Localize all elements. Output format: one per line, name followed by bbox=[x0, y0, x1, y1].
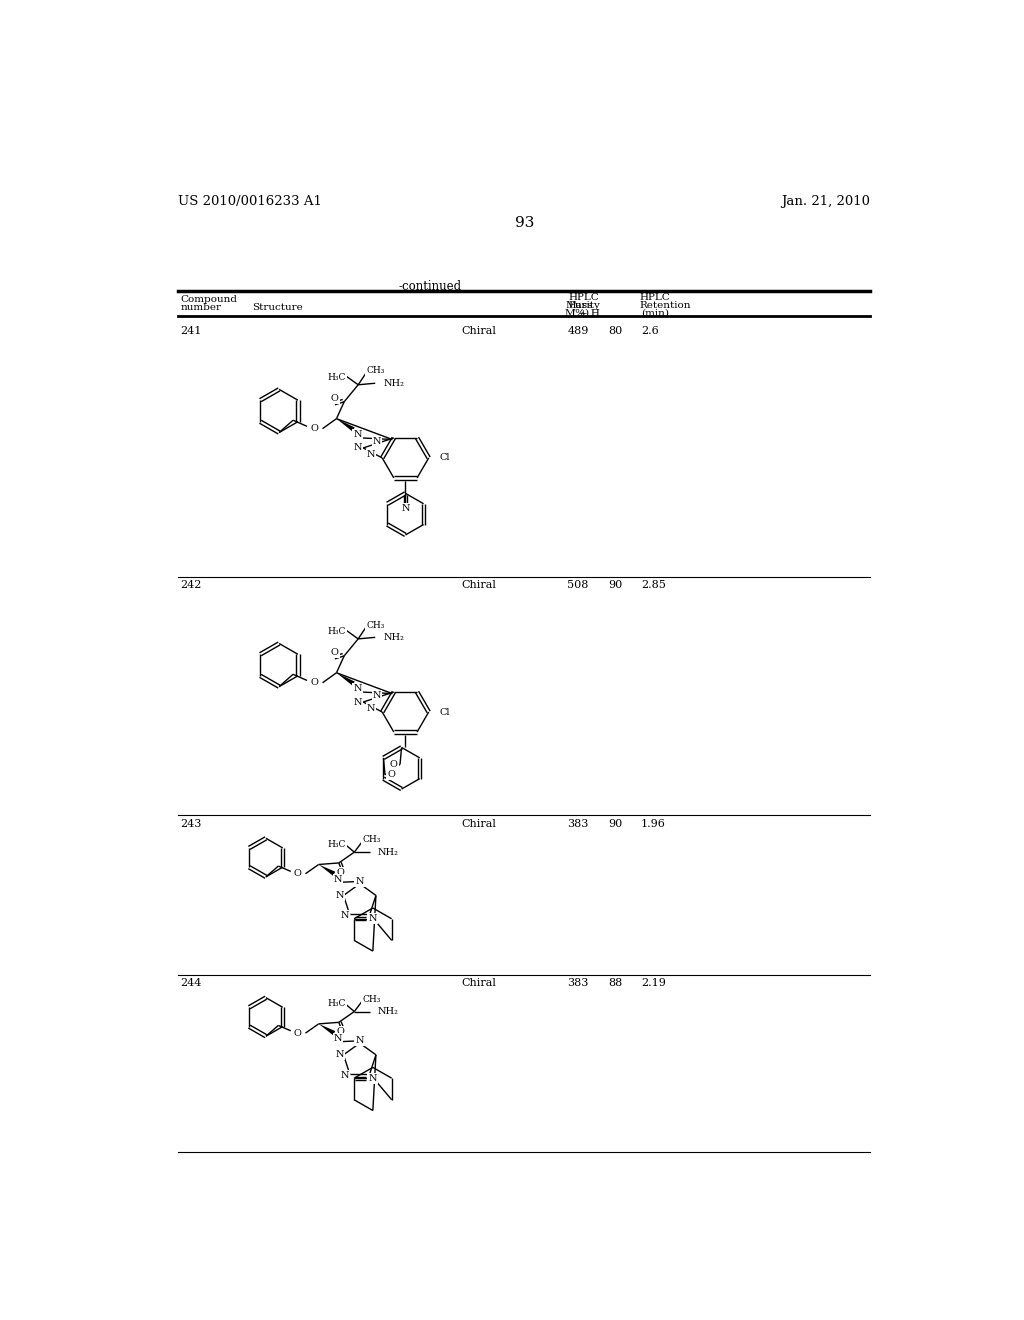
Text: NH₂: NH₂ bbox=[378, 1007, 398, 1016]
Text: N: N bbox=[355, 876, 364, 886]
Text: O: O bbox=[337, 1027, 344, 1036]
Text: N: N bbox=[334, 875, 342, 883]
Text: Chiral: Chiral bbox=[461, 581, 496, 590]
Text: 242: 242 bbox=[180, 581, 202, 590]
Text: O: O bbox=[311, 424, 318, 433]
Text: O: O bbox=[387, 771, 395, 779]
Text: HPLC: HPLC bbox=[640, 293, 671, 302]
Text: Chiral: Chiral bbox=[461, 818, 496, 829]
Text: 90: 90 bbox=[608, 818, 623, 829]
Text: H₃C: H₃C bbox=[328, 372, 346, 381]
Text: O: O bbox=[390, 760, 397, 768]
Text: O: O bbox=[294, 1028, 302, 1038]
Text: HPLC: HPLC bbox=[568, 293, 599, 302]
Text: N: N bbox=[353, 430, 361, 440]
Text: Structure: Structure bbox=[252, 304, 303, 312]
Text: 243: 243 bbox=[180, 818, 202, 829]
Text: 90: 90 bbox=[608, 581, 623, 590]
Text: NH₂: NH₂ bbox=[378, 847, 398, 857]
Text: NH₂: NH₂ bbox=[384, 632, 404, 642]
Polygon shape bbox=[318, 1024, 335, 1035]
Text: M + H: M + H bbox=[565, 309, 600, 318]
Text: -continued: -continued bbox=[398, 280, 462, 293]
Text: Jan. 21, 2010: Jan. 21, 2010 bbox=[781, 195, 870, 209]
Text: Cl: Cl bbox=[439, 708, 451, 717]
Text: 88: 88 bbox=[608, 978, 623, 989]
Text: N: N bbox=[334, 1034, 342, 1043]
Text: 93: 93 bbox=[515, 216, 535, 230]
Text: N: N bbox=[341, 1071, 349, 1080]
Text: Mass: Mass bbox=[565, 301, 593, 310]
Text: number: number bbox=[180, 304, 222, 312]
Text: CH₃: CH₃ bbox=[362, 995, 381, 1003]
Text: N: N bbox=[341, 911, 349, 920]
Polygon shape bbox=[337, 673, 354, 685]
Text: CH₃: CH₃ bbox=[366, 620, 384, 630]
Text: O: O bbox=[331, 648, 339, 657]
Text: N: N bbox=[367, 450, 376, 459]
Text: CH₃: CH₃ bbox=[366, 367, 384, 375]
Text: NH₂: NH₂ bbox=[384, 379, 404, 388]
Text: Retention: Retention bbox=[640, 301, 691, 310]
Text: 1.96: 1.96 bbox=[641, 818, 666, 829]
Text: (min): (min) bbox=[641, 309, 669, 318]
Text: O: O bbox=[331, 395, 339, 403]
Text: N: N bbox=[401, 504, 410, 513]
Text: Compound: Compound bbox=[180, 296, 238, 305]
Text: 489: 489 bbox=[567, 326, 589, 337]
Text: N: N bbox=[336, 1051, 344, 1060]
Text: 2.6: 2.6 bbox=[641, 326, 658, 337]
Text: 80: 80 bbox=[608, 326, 623, 337]
Text: H₃C: H₃C bbox=[328, 999, 346, 1008]
Polygon shape bbox=[318, 865, 335, 875]
Text: 508: 508 bbox=[567, 581, 589, 590]
Text: N: N bbox=[353, 697, 362, 706]
Text: H₃C: H₃C bbox=[328, 627, 346, 636]
Text: O: O bbox=[311, 678, 318, 688]
Text: N: N bbox=[373, 690, 381, 700]
Text: O: O bbox=[294, 870, 302, 878]
Text: N: N bbox=[353, 444, 362, 453]
Text: 2.85: 2.85 bbox=[641, 581, 666, 590]
Text: N: N bbox=[353, 685, 361, 693]
Text: 383: 383 bbox=[567, 978, 589, 989]
Text: O: O bbox=[337, 867, 344, 876]
Text: US 2010/0016233 A1: US 2010/0016233 A1 bbox=[178, 195, 323, 209]
Text: 2.19: 2.19 bbox=[641, 978, 666, 989]
Text: N: N bbox=[369, 1073, 377, 1082]
Text: N: N bbox=[355, 1036, 364, 1045]
Text: (%): (%) bbox=[571, 309, 590, 318]
Text: N: N bbox=[367, 704, 376, 713]
Polygon shape bbox=[337, 418, 354, 432]
Text: N: N bbox=[373, 437, 381, 446]
Text: 244: 244 bbox=[180, 978, 202, 989]
Text: 383: 383 bbox=[567, 818, 589, 829]
Text: Cl: Cl bbox=[439, 454, 451, 462]
Text: Chiral: Chiral bbox=[461, 978, 496, 989]
Text: Purity: Purity bbox=[568, 301, 600, 310]
Text: H₃C: H₃C bbox=[328, 840, 346, 849]
Text: N: N bbox=[369, 915, 377, 923]
Text: CH₃: CH₃ bbox=[362, 836, 381, 845]
Text: 241: 241 bbox=[180, 326, 202, 337]
Text: Chiral: Chiral bbox=[461, 326, 496, 337]
Text: N: N bbox=[336, 891, 344, 900]
